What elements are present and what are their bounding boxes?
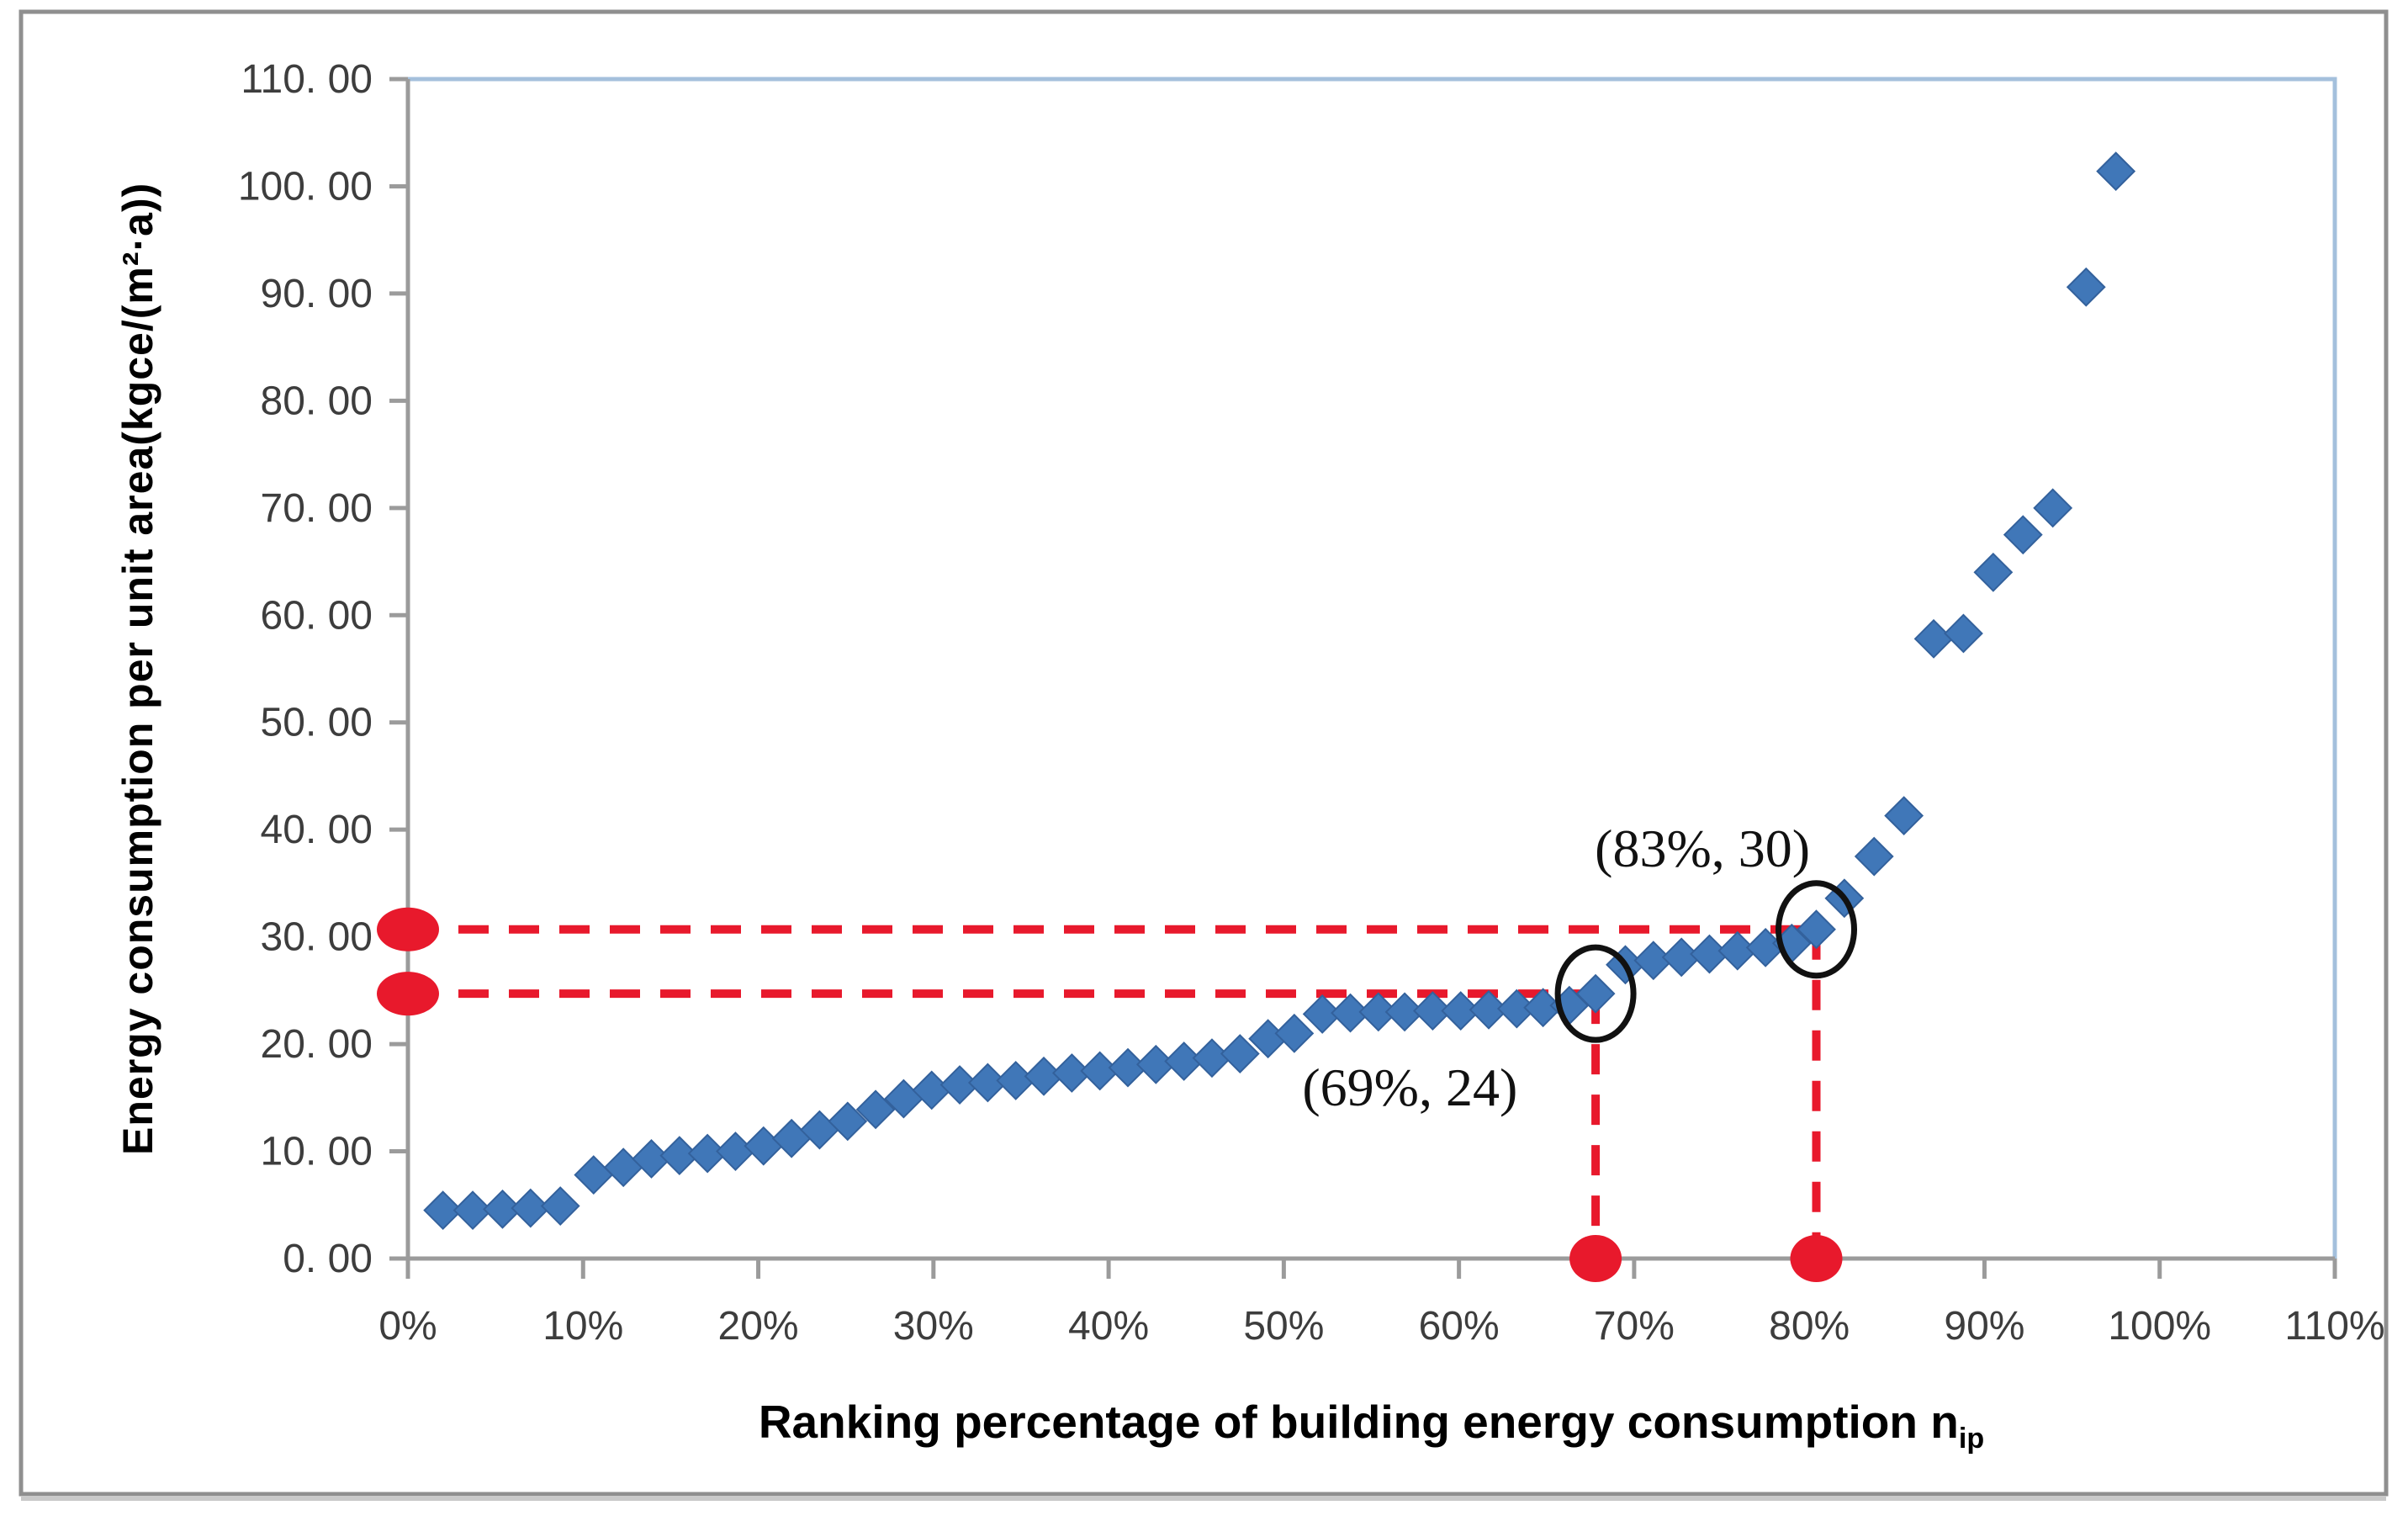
data-point-diamond: [1854, 836, 1894, 877]
data-point-diamond: [659, 1136, 700, 1176]
data-point-diamond: [1412, 991, 1453, 1031]
annotation-label: (83%, 30): [1595, 819, 1810, 878]
data-point-diamond: [2096, 151, 2136, 192]
x-tick-label: 10%: [542, 1304, 623, 1349]
data-point-diamond: [1973, 552, 2014, 592]
y-axis-marker-oval: [377, 907, 439, 951]
data-point-diamond: [483, 1189, 522, 1229]
data-point-diamond: [452, 1190, 493, 1231]
data-point-diamond: [855, 1089, 896, 1130]
data-point-diamond: [1575, 973, 1616, 1014]
data-point-diamond: [716, 1132, 755, 1171]
data-point-diamond: [2033, 488, 2073, 528]
outer-frame: [19, 9, 2389, 1497]
data-point-diamond: [1469, 989, 1509, 1030]
x-tick-label: 50%: [1243, 1304, 1324, 1349]
y-tick-label: 70. 00: [261, 486, 373, 531]
y-tick-label: 110. 00: [241, 57, 373, 102]
data-point-diamond: [2003, 515, 2043, 555]
data-point-diamond: [1220, 1034, 1260, 1073]
y-axis-marker-oval: [377, 972, 439, 1016]
data-point-diamond: [1274, 1013, 1315, 1053]
y-tick-label: 60. 00: [261, 593, 373, 638]
data-point-diamond: [1384, 992, 1425, 1032]
data-point-diamond: [540, 1186, 580, 1226]
x-tick-label: 80%: [1769, 1304, 1850, 1349]
data-point-diamond: [1944, 613, 1983, 654]
y-tick-label: 50. 00: [261, 701, 373, 745]
x-tick-label: 0%: [378, 1304, 437, 1349]
x-axis-title: Ranking percentage of building energy co…: [408, 1395, 2335, 1453]
data-point-diamond: [1797, 909, 1836, 950]
plot-border: [408, 77, 2337, 1259]
data-point-diamond: [1884, 796, 1924, 836]
data-point-diamond: [939, 1065, 980, 1105]
x-axis-marker-oval: [1569, 1235, 1622, 1282]
x-tick-label: 60%: [1419, 1304, 1500, 1349]
y-tick-label: 40. 00: [261, 808, 373, 852]
x-tick-label: 90%: [1944, 1304, 2024, 1349]
data-point-diamond: [1358, 992, 1399, 1032]
y-tick-label: 30. 00: [261, 915, 373, 960]
highlight-circle: [1776, 880, 1858, 979]
data-point-diamond: [687, 1133, 728, 1174]
data-point-diamond: [511, 1188, 551, 1228]
data-point-diamond: [1913, 618, 1954, 659]
x-tick-label: 100%: [2108, 1304, 2211, 1349]
x-tick-label: 40%: [1068, 1304, 1149, 1349]
data-point-diamond: [744, 1126, 784, 1166]
x-tick-label: 30%: [893, 1304, 974, 1349]
data-point-diamond: [2066, 267, 2106, 307]
data-point-diamond: [828, 1101, 868, 1142]
y-axis-title: Energy consumption per unit area(kgce/(m…: [114, 182, 161, 1156]
x-axis-title-main: Ranking percentage of building energy co…: [758, 1396, 1959, 1448]
highlight-circle: [1554, 944, 1637, 1043]
x-axis-title-subscript: ip: [1958, 1423, 1985, 1455]
y-tick-label: 100. 00: [238, 164, 373, 209]
x-axis-marker-oval: [1790, 1235, 1843, 1282]
y-tick-label: 10. 00: [261, 1130, 373, 1174]
data-point-diamond: [967, 1063, 1008, 1103]
y-tick-label: 20. 00: [261, 1022, 373, 1067]
data-point-diamond: [1302, 994, 1342, 1034]
y-tick-label: 90. 00: [261, 272, 373, 316]
x-tick-label: 20%: [718, 1304, 799, 1349]
data-point-diamond: [423, 1190, 463, 1231]
data-point-diamond: [1051, 1053, 1092, 1093]
x-tick-label: 70%: [1594, 1304, 1675, 1349]
data-point-diamond: [1331, 993, 1370, 1033]
y-tick-label: 0. 00: [283, 1237, 373, 1281]
x-tick-label: 110%: [2284, 1304, 2384, 1349]
data-point-diamond: [574, 1155, 614, 1195]
data-point-diamond: [1441, 991, 1481, 1031]
annotation-label: (69%, 24): [1302, 1057, 1517, 1117]
y-tick-label: 80. 00: [261, 379, 373, 423]
